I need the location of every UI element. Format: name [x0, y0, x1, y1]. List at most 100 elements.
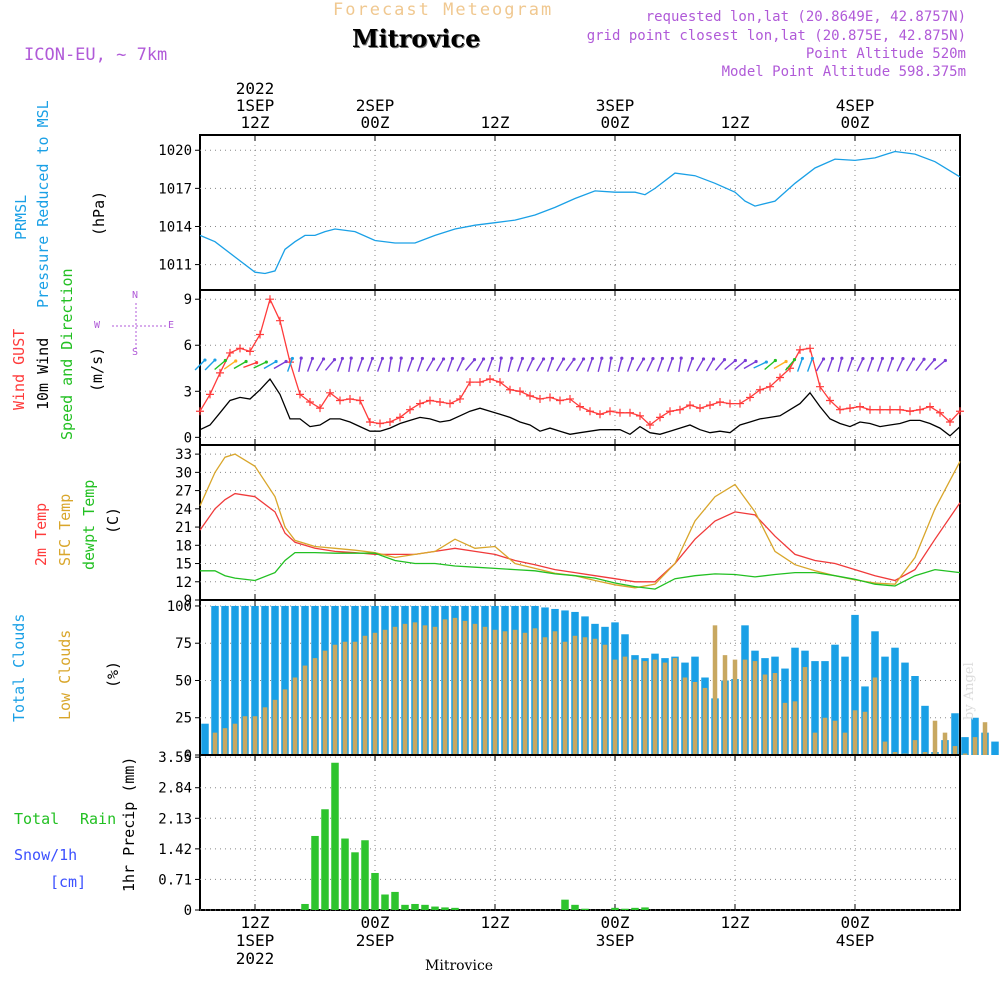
wind-arrow — [565, 358, 575, 372]
wind-arrow — [617, 358, 623, 372]
pressure-unit: (hPa) — [90, 190, 108, 236]
bar-total-clouds — [961, 737, 969, 755]
wind-arrow — [815, 358, 825, 372]
wind-arrow — [435, 358, 445, 372]
gust-marker — [416, 399, 424, 408]
bottom-time-label: 2SEP — [356, 931, 395, 950]
gust-marker — [346, 394, 354, 403]
gust-marker — [546, 393, 554, 402]
ytick-label-temp: 21 — [175, 520, 192, 536]
bar-low-clouds — [822, 717, 828, 755]
bar-total-clouds — [881, 656, 889, 755]
ytick-label-wind: 6 — [184, 338, 192, 354]
bar-total-rain — [451, 907, 459, 910]
wind-arrow-head — [651, 357, 655, 361]
ytick-label-temp: 27 — [175, 484, 192, 500]
wind-arrow — [425, 358, 435, 372]
wind-arrow-head — [431, 357, 436, 361]
gust-marker — [626, 408, 634, 417]
gust-marker — [426, 396, 434, 405]
panel-frame-pressure — [199, 134, 961, 291]
wind-arrow-head — [499, 356, 503, 360]
series-line-dewpt-temp — [200, 551, 961, 590]
ytick-label-wind: 0 — [184, 430, 192, 446]
wind-arrow-head — [531, 357, 535, 361]
bar-low-clouds — [592, 638, 598, 755]
gust-marker — [376, 419, 384, 428]
wind-arrow-head — [590, 356, 594, 361]
bar-total-clouds — [241, 605, 249, 755]
bar-total-rain — [301, 903, 309, 910]
wind-arrow — [398, 357, 402, 373]
wind-arrow — [666, 358, 674, 372]
wind-arrow — [734, 359, 746, 371]
wind-arrow-head — [481, 357, 486, 361]
wind-arrow — [924, 359, 936, 371]
ytick-label-pressure: 1017 — [158, 181, 192, 197]
gust-marker — [586, 407, 594, 416]
wind-arrow — [204, 359, 216, 371]
gust-marker — [726, 399, 734, 408]
wind-arrow-head — [472, 358, 477, 362]
ytick-label-clouds: 75 — [175, 636, 192, 652]
ytick-label-pressure: 1011 — [158, 258, 192, 274]
wind-arrow-head — [722, 358, 727, 362]
bar-low-clouds — [832, 720, 838, 755]
series-line-2m-temp — [199, 492, 961, 583]
wind-arrow — [546, 358, 554, 372]
gust-marker — [946, 417, 954, 426]
gust-marker — [766, 382, 774, 391]
gust-marker — [916, 405, 924, 414]
wind-arrow — [464, 359, 476, 371]
gust-marker — [526, 391, 534, 400]
bar-low-clouds — [572, 635, 578, 755]
bar-total-rain — [571, 904, 579, 910]
pressure-label-msl: Pressure Reduced to MSL — [34, 100, 52, 308]
wind-arrow — [507, 358, 513, 372]
wind-arrow — [456, 358, 464, 372]
wind-arrow — [608, 357, 612, 373]
ytick-label-pressure: 1020 — [158, 143, 192, 159]
wind-arrow — [626, 358, 634, 372]
wind-arrow-head — [399, 356, 403, 360]
bar-low-clouds — [692, 681, 698, 755]
wind-arrow — [597, 358, 603, 372]
bar-total-rain — [421, 904, 429, 910]
gust-marker — [366, 417, 374, 426]
wind-arrow-head — [800, 356, 804, 361]
bar-total-clouds — [851, 614, 859, 755]
ytick-label-temp: 9 — [184, 593, 192, 609]
bar-total-rain — [411, 903, 419, 910]
wind-arrow-head — [572, 357, 576, 361]
wind-arrow-head — [389, 356, 393, 360]
gust-marker — [776, 373, 784, 382]
wind-arrow-head — [911, 357, 916, 361]
clouds-low-label: Low Clouds — [56, 629, 74, 720]
bar-low-clouds — [742, 659, 748, 755]
wind-arrow-head — [510, 356, 514, 360]
wind-arrow-head — [264, 360, 268, 364]
gust-marker — [676, 405, 684, 414]
wind-arrow — [446, 358, 454, 372]
bar-low-clouds — [952, 746, 958, 755]
bar-low-clouds — [792, 701, 798, 755]
bar-low-clouds — [502, 631, 508, 755]
bar-low-clouds — [882, 741, 888, 755]
wind-arrow-head — [561, 357, 566, 361]
wind-arrow — [743, 360, 757, 370]
wind-gust-label: Wind GUST — [10, 328, 28, 410]
wind-arrow-head — [754, 359, 758, 364]
wind-arrow-head — [550, 356, 554, 361]
bar-low-clouds — [622, 656, 628, 755]
gust-marker — [276, 316, 284, 325]
bar-low-clouds — [212, 732, 218, 755]
bar-total-clouds — [811, 661, 819, 755]
bar-low-clouds — [332, 644, 338, 755]
wind-arrow — [223, 360, 237, 370]
wind-arrow — [678, 357, 682, 373]
wind-arrow-head — [870, 356, 874, 361]
temp-sfc-label: SFC Temp — [56, 493, 74, 566]
wind-arrow-head — [332, 358, 337, 362]
wind-arrow-head — [223, 358, 227, 363]
wind-arrow-head — [441, 357, 446, 361]
